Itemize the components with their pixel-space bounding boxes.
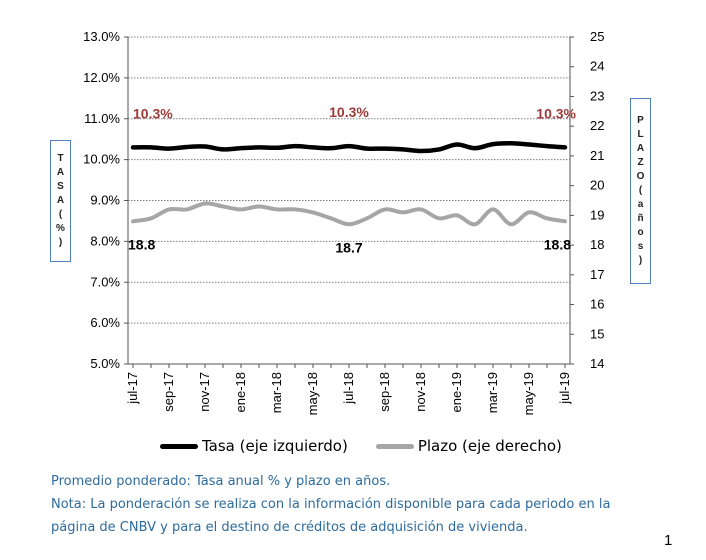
legend-item-plazo: Plazo (eje derecho) [375, 437, 562, 455]
y-left-tick-label: 12.0% [83, 70, 120, 85]
y-right-tick-label: 19 [590, 207, 604, 222]
y-left-tick-label: 13.0% [83, 29, 120, 44]
chart: 5.0% 6.0% 7.0% 8.0% 9.0% 10.0% 11.0% 12.0% 13.0%… [83, 29, 604, 415]
y-axis-right-letter: a [637, 199, 644, 210]
y-axis-right-letter: ) [638, 255, 643, 266]
y-left-tick-label: 7.0% [90, 274, 120, 289]
y-axis-left-letter: A [56, 167, 65, 178]
y-left-tick-label: 8.0% [90, 233, 120, 248]
chart-notes: Promedio ponderado: Tasa anual % y plazo… [51, 470, 691, 539]
note-line-3: página de CNBV y para el destino de créd… [51, 520, 528, 535]
x-tick-label: nov-18 [413, 372, 428, 412]
y-axis-right-letter: L [637, 129, 644, 140]
y-right-tick-label: 22 [590, 118, 604, 133]
series-line-tasa [130, 141, 568, 154]
note-line-2: Nota: La ponderación se realiza con la i… [51, 497, 611, 512]
y-axis-right-letter: P [637, 115, 644, 126]
data-label-plazo: 18.7 [335, 239, 362, 255]
x-tick-label: jul-17 [125, 372, 140, 405]
y-right-tick-label: 23 [590, 88, 604, 103]
y-right-tick-label: 25 [590, 29, 604, 44]
y-left-tick-label: 10.0% [83, 152, 120, 167]
x-tick-label: ene-18 [233, 372, 248, 412]
y-axis-left-letter: ( [58, 209, 63, 220]
legend-label-plazo: Plazo (eje derecho) [417, 437, 562, 455]
y-right-tick-label: 14 [590, 356, 604, 371]
y-axis-right-letter: A [636, 143, 645, 154]
x-tick-label: jul-19 [557, 372, 572, 405]
y-right-tick-label: 16 [590, 297, 604, 312]
y-axis-right-letter: o [637, 227, 644, 238]
legend-item-tasa: Tasa (eje izquierdo) [160, 437, 348, 455]
x-tick-label: nov-17 [197, 372, 212, 412]
x-tick-label: mar-18 [269, 372, 284, 413]
y-left-tick-label: 9.0% [90, 193, 120, 208]
y-axis-right-letter: s [637, 241, 644, 252]
y-axis-left-letter: A [56, 195, 65, 206]
y-left-tick-label: 5.0% [90, 356, 120, 371]
y-axis-left-letter: T [57, 153, 64, 164]
y-right-tick-label: 21 [590, 148, 604, 163]
x-tick-label: may-18 [305, 372, 320, 415]
data-label-plazo: 18.8 [544, 236, 571, 252]
x-tick-label: jul-18 [341, 372, 356, 405]
page-number: 1 [664, 532, 673, 549]
legend-swatch-tasa [160, 443, 198, 449]
y-axis-right-letter: ( [638, 185, 643, 196]
legend: Tasa (eje izquierdo) Plazo (eje derecho) [160, 437, 590, 455]
y-left-tick-label: 6.0% [90, 315, 120, 330]
data-label-tasa: 10.3% [329, 104, 369, 120]
x-tick-label: mar-19 [485, 372, 500, 413]
data-label-tasa: 10.3% [536, 105, 576, 121]
y-axis-right-label: P L A Z O ( a ñ o s) [630, 98, 651, 284]
data-label-tasa: 10.3% [133, 105, 173, 121]
legend-label-tasa: Tasa (eje izquierdo) [202, 437, 348, 455]
legend-swatch-plazo [375, 443, 414, 449]
x-tick-label: may-19 [521, 372, 536, 415]
y-left-tick-label: 11.0% [84, 111, 120, 126]
y-axis-left-letter: S [57, 181, 64, 192]
x-tick-label: sep-18 [377, 372, 392, 412]
y-right-tick-label: 15 [590, 326, 604, 341]
y-right-tick-label: 24 [590, 59, 604, 74]
y-axis-left-label: T A S A(%) [50, 140, 71, 262]
x-tick-label: ene-19 [449, 372, 464, 412]
note-line-1: Promedio ponderado: Tasa anual % y plazo… [51, 474, 391, 489]
y-axis-right-letter: O [636, 171, 645, 182]
x-tick-label: sep-17 [161, 372, 176, 412]
y-axis-left-letter: % [56, 223, 65, 234]
y-axis-right-letter: ñ [637, 213, 644, 224]
y-right-tick-label: 18 [590, 237, 604, 252]
series-line-plazo [131, 201, 567, 227]
y-axis-right-letter: Z [637, 157, 644, 168]
data-label-plazo: 18.8 [128, 236, 155, 252]
y-right-tick-label: 17 [590, 267, 604, 282]
y-right-tick-label: 20 [590, 178, 604, 193]
y-axis-left-letter: ) [58, 237, 63, 248]
